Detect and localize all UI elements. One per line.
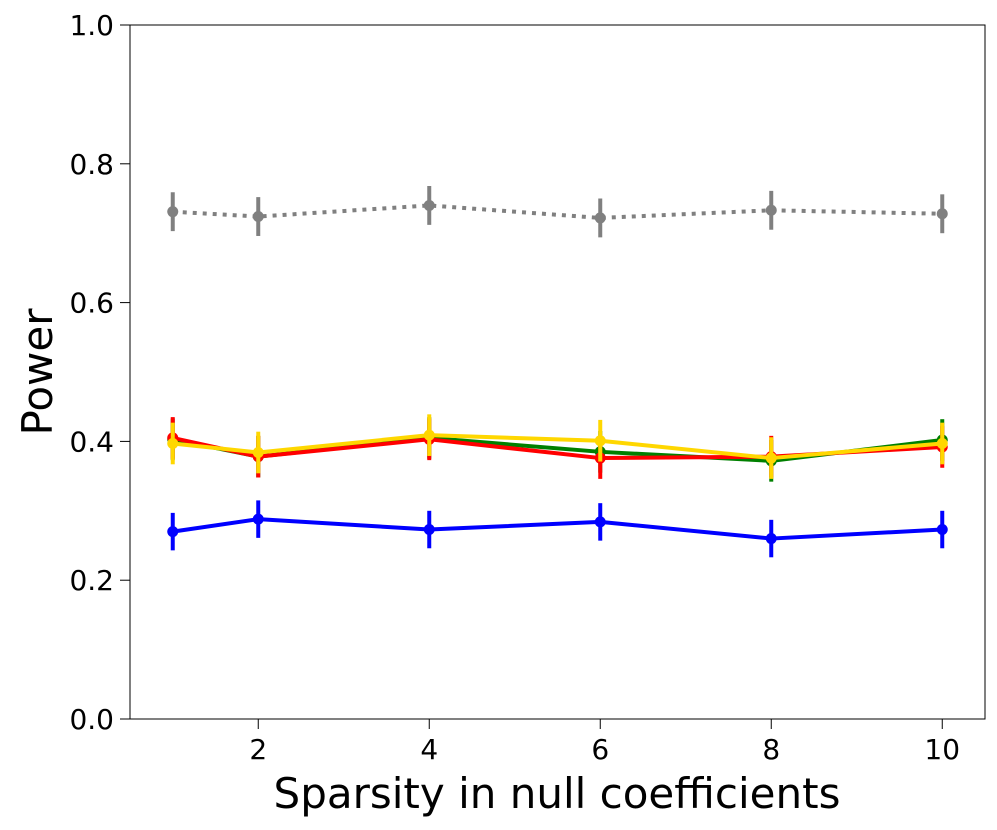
- series-line-yellow: [172, 433, 943, 461]
- y-tick-label: 0.0: [69, 703, 114, 736]
- x-axis: 2 4 6 8 10: [249, 719, 960, 766]
- y-tick-label: 0.2: [69, 564, 114, 597]
- data-point-yellow: [423, 429, 435, 441]
- x-tick-label: 8: [762, 733, 780, 766]
- series-layer: [167, 186, 948, 558]
- data-point-blue: [765, 533, 777, 545]
- x-tick-label: 6: [591, 733, 609, 766]
- data-point-yellow: [936, 437, 948, 449]
- y-tick-label: 0.4: [69, 425, 114, 458]
- x-tick-label: 2: [249, 733, 267, 766]
- data-point-gray: [423, 199, 435, 211]
- data-point-gray: [594, 212, 606, 224]
- y-axis: 0.0 0.2 0.4 0.6 0.8 1.0: [69, 9, 130, 736]
- series-gray: [167, 186, 948, 238]
- data-point-gray: [167, 206, 179, 218]
- data-point-blue: [167, 526, 179, 538]
- y-tick-label: 0.6: [69, 287, 114, 320]
- data-point-gray: [252, 211, 264, 223]
- series-line-blue: [172, 517, 943, 541]
- y-tick-label: 0.8: [69, 148, 114, 181]
- data-point-yellow: [765, 452, 777, 464]
- x-axis-label: Sparsity in null coefficients: [274, 769, 841, 818]
- y-axis-label: Power: [13, 308, 62, 436]
- series-yellow: [167, 414, 948, 479]
- data-point-yellow: [167, 437, 179, 449]
- series-blue: [167, 500, 948, 558]
- data-point-blue: [252, 513, 264, 525]
- data-point-blue: [594, 516, 606, 528]
- data-point-gray: [765, 204, 777, 216]
- x-tick-label: 10: [924, 733, 960, 766]
- series-line-gray: [172, 203, 943, 220]
- plot-frame: [129, 24, 986, 720]
- data-point-yellow: [594, 435, 606, 447]
- data-point-blue: [936, 524, 948, 536]
- data-point-blue: [423, 524, 435, 536]
- x-tick-label: 4: [420, 733, 438, 766]
- data-point-gray: [936, 208, 948, 220]
- data-point-yellow: [252, 447, 264, 459]
- y-tick-label: 1.0: [69, 9, 114, 42]
